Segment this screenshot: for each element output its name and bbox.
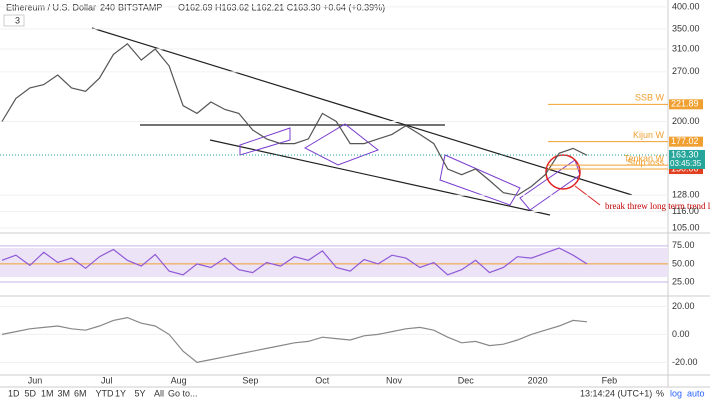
x-tick-label: Sep [242,375,258,385]
last-price-box [669,150,705,170]
indicator-toggle[interactable] [3,14,25,27]
range-button[interactable]: 5Y [135,388,146,398]
x-tick-label: Jul [101,375,113,385]
tag-label: 177.02 [671,136,699,146]
y-tick-label: 116.00 [672,206,699,216]
x-tick-label: Feb [602,375,618,385]
y-tick-label: 50.00 [672,258,695,268]
y-tick-label: 400.00 [672,1,700,11]
option-button[interactable]: % [656,388,664,398]
price-line [1,42,588,196]
option-button[interactable]: auto [687,388,705,398]
range-button[interactable]: All [154,388,164,398]
y-tick-label: 270.00 [672,66,700,76]
tag-name: SSB W [635,93,665,103]
y-tick-label: 200.00 [672,116,700,126]
channels [239,123,581,211]
highlight-circle [545,154,581,190]
range-button[interactable]: 1Y [115,388,126,398]
macd-line [1,316,588,364]
goto[interactable]: Go to... [168,388,198,398]
x-tick-label: Aug [171,375,187,385]
y-tick-label: 75.00 [672,240,695,250]
range-button[interactable]: 3M [58,388,71,398]
y-tick-label: -20.00 [672,357,698,367]
y-tick-label: 25.00 [672,276,695,286]
tag-box [669,164,703,175]
tag-name: Tenkan W [624,153,665,163]
range-button[interactable]: 6M [74,388,87,398]
rsi-line [1,247,588,276]
y-tick-label: 350.00 [672,23,700,33]
range-button[interactable]: 5D [25,388,37,398]
x-tick-label: Dec [458,375,475,385]
y-tick-label: 105.00 [672,222,700,232]
range-button[interactable]: 1D [8,388,20,398]
x-tick-label: 2020 [528,375,548,385]
y-tick-label: 20.00 [672,301,695,311]
last-price: 163.30 [671,149,699,159]
countdown: 03:45:35 [670,159,702,168]
indicator-count: 3 [15,15,20,25]
tag-name: Kijun W [633,130,665,140]
x-tick-label: Oct [315,375,330,385]
tag-name: Stop loss [627,157,665,167]
range-button[interactable]: 1M [41,388,54,398]
y-tick-label: 128.00 [672,190,700,200]
tag-box [669,136,703,147]
range-button[interactable]: YTD [96,388,115,398]
annotation: break threw long term trend line [605,201,710,211]
x-tick-label: Jun [28,375,43,385]
tag-label: 221.89 [671,99,699,109]
y-tick-label: 310.00 [672,43,700,53]
y-tick-label: 0.00 [672,329,690,339]
tag-box [669,99,703,110]
clock: 13:14:24 (UTC+1) [580,388,652,398]
x-tick-label: Nov [386,375,403,385]
trend-lines [91,27,633,216]
rsi-band [0,248,668,277]
option-button[interactable]: log [670,388,682,398]
